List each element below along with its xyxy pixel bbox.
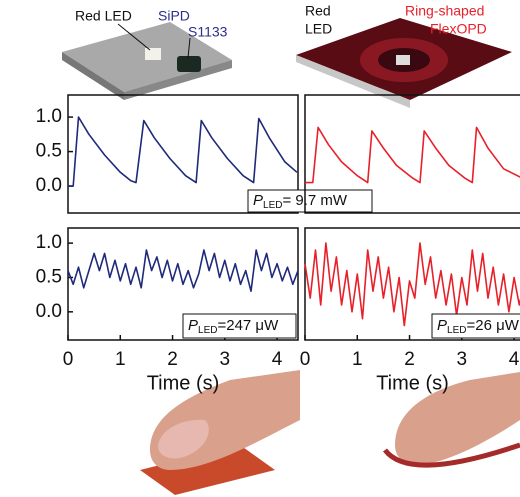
illustration-label: Red LED xyxy=(75,8,132,24)
figure: Red LED SiPD S1133 Red LED Ring-shaped F… xyxy=(0,0,520,497)
x-tick-label: 1 xyxy=(115,349,126,370)
y-tick-label: 0.5 xyxy=(36,141,62,162)
annotation-subscript: LED xyxy=(263,200,282,211)
x-tick-label: 2 xyxy=(404,349,415,370)
x-tick-label: 2 xyxy=(167,349,178,370)
annotation-symbol: P xyxy=(188,317,198,334)
signal-line xyxy=(68,117,297,186)
signal-line xyxy=(305,243,520,326)
x-axis-label: Time (s) xyxy=(147,372,220,394)
illustration-label: FlexOPD xyxy=(430,21,487,37)
x-tick-label: 3 xyxy=(220,349,231,370)
annotation-text: =26 μW xyxy=(466,317,519,334)
x-tick-label: 1 xyxy=(352,349,363,370)
x-tick-label: 0 xyxy=(300,349,311,370)
annotation-symbol: P xyxy=(253,192,263,209)
y-tick-label: 1.0 xyxy=(36,232,62,253)
annotation-text: = 9.7 mW xyxy=(282,192,347,209)
y-tick-label: 0.0 xyxy=(36,301,62,322)
illustration-label: SiPD xyxy=(158,8,190,24)
x-tick-label: 4 xyxy=(509,349,520,370)
y-tick-label: 1.0 xyxy=(36,106,62,127)
x-tick-label: 3 xyxy=(457,349,468,370)
illustration-label: S1133 xyxy=(188,24,228,40)
x-tick-label: 4 xyxy=(272,349,283,370)
x-tick-label: 0 xyxy=(63,349,74,370)
y-tick-label: 0.0 xyxy=(36,175,62,196)
annotation-symbol: P xyxy=(437,317,447,334)
annotation-text: =247 μW xyxy=(217,317,279,334)
illustration-label: Ring-shaped xyxy=(405,3,484,19)
annotation-subscript: LED xyxy=(447,325,466,336)
x-axis-label: Time (s) xyxy=(376,372,449,394)
illustration-label: LED xyxy=(305,21,332,37)
illustration-label: Red xyxy=(305,3,331,19)
signal-line xyxy=(68,250,298,291)
annotation-subscript: LED xyxy=(198,325,217,336)
y-tick-label: 0.5 xyxy=(36,266,62,287)
signal-line xyxy=(305,127,520,182)
